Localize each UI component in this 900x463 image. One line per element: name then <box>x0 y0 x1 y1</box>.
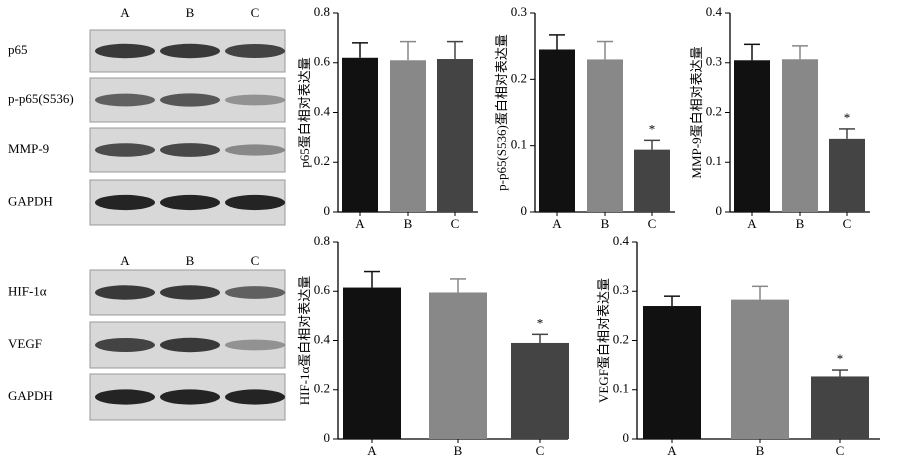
x-tick-label: B <box>601 216 610 231</box>
bar <box>429 292 487 439</box>
bar <box>734 60 770 213</box>
bar <box>587 59 623 212</box>
blot-band <box>95 194 155 211</box>
blot-band <box>95 43 155 59</box>
y-tick-label: 0 <box>324 203 331 218</box>
y-tick-label: 0.1 <box>613 381 629 396</box>
x-tick-label: A <box>667 443 677 458</box>
blot-band <box>95 389 155 405</box>
blot-band <box>160 194 220 211</box>
y-tick-label: 0.3 <box>706 54 722 69</box>
y-tick-label: 0.1 <box>511 137 527 152</box>
bar <box>539 49 575 212</box>
blot-band <box>160 43 220 59</box>
blot-band <box>225 286 285 299</box>
bar <box>634 149 670 212</box>
blot-band <box>95 93 155 107</box>
row-label: MMP-9 <box>8 141 49 156</box>
y-axis-label: HIF-1α蛋白相对表达量 <box>297 276 312 406</box>
y-tick-label: 0.1 <box>706 153 722 168</box>
x-tick-label: C <box>536 443 545 458</box>
x-tick-label: B <box>404 216 413 231</box>
x-tick-label: A <box>552 216 562 231</box>
y-tick-label: 0.6 <box>314 54 331 69</box>
bar <box>731 299 789 439</box>
y-tick-label: 0.4 <box>613 233 630 248</box>
y-tick-label: 0 <box>521 203 528 218</box>
significance-mark: * <box>844 110 851 125</box>
y-tick-label: 0.2 <box>706 103 722 118</box>
row-label: GAPDH <box>8 193 53 208</box>
bar <box>437 59 473 212</box>
bar <box>643 306 701 439</box>
x-tick-label: B <box>756 443 765 458</box>
lane-label: A <box>120 253 130 268</box>
y-tick-label: 0.3 <box>613 282 629 297</box>
row-label: p65 <box>8 42 28 57</box>
blot-band <box>225 44 285 58</box>
x-tick-label: C <box>451 216 460 231</box>
blot-band <box>160 337 220 353</box>
blot-band <box>225 194 285 211</box>
y-tick-label: 0.8 <box>314 233 330 248</box>
row-label: VEGF <box>8 336 42 351</box>
x-tick-label: A <box>747 216 757 231</box>
blot-band <box>225 94 285 106</box>
lane-label: B <box>186 5 195 20</box>
y-tick-label: 0.6 <box>314 282 331 297</box>
y-axis-label: MMP-9蛋白相对表达量 <box>689 46 704 178</box>
y-tick-label: 0.2 <box>511 70 527 85</box>
y-tick-label: 0.2 <box>314 381 330 396</box>
y-tick-label: 0.4 <box>706 4 723 19</box>
bar <box>342 57 378 213</box>
lane-label: B <box>186 253 195 268</box>
x-tick-label: B <box>454 443 463 458</box>
y-tick-label: 0 <box>324 430 331 445</box>
blot-band <box>95 338 155 352</box>
blot-band <box>225 144 285 156</box>
blot-band <box>225 389 285 405</box>
y-tick-label: 0.4 <box>314 103 331 118</box>
y-axis-label: p65蛋白相对表达量 <box>297 57 312 168</box>
row-label: p-p65(S536) <box>8 91 74 106</box>
blot-band <box>160 389 220 405</box>
significance-mark: * <box>649 121 656 136</box>
significance-mark: * <box>837 351 844 366</box>
x-tick-label: A <box>355 216 365 231</box>
blot-band <box>95 285 155 300</box>
lane-label: A <box>120 5 130 20</box>
bar <box>511 342 569 439</box>
row-label: GAPDH <box>8 388 53 403</box>
significance-mark: * <box>537 315 544 330</box>
x-tick-label: C <box>843 216 852 231</box>
lane-label: C <box>251 5 260 20</box>
row-label: HIF-1α <box>8 283 47 298</box>
y-axis-label: p-p65(S536)蛋白相对表达量 <box>494 34 509 191</box>
bar <box>811 376 869 439</box>
blot-band <box>160 285 220 300</box>
y-tick-label: 0.3 <box>511 4 527 19</box>
bar <box>782 59 818 212</box>
x-tick-label: A <box>367 443 377 458</box>
x-tick-label: B <box>796 216 805 231</box>
bar <box>343 287 401 439</box>
y-tick-label: 0.2 <box>314 153 330 168</box>
blot-band <box>225 339 285 351</box>
y-axis-label: VEGF蛋白相对表达量 <box>596 278 611 403</box>
bar <box>829 138 865 212</box>
blot-band <box>95 143 155 157</box>
x-tick-label: C <box>648 216 657 231</box>
y-tick-label: 0 <box>716 203 723 218</box>
y-tick-label: 0.8 <box>314 4 330 19</box>
y-tick-label: 0.4 <box>314 331 331 346</box>
y-tick-label: 0.2 <box>613 331 629 346</box>
lane-label: C <box>251 253 260 268</box>
x-tick-label: C <box>836 443 845 458</box>
y-tick-label: 0 <box>623 430 630 445</box>
blot-band <box>160 93 220 107</box>
bar <box>390 60 426 213</box>
blot-band <box>160 143 220 157</box>
